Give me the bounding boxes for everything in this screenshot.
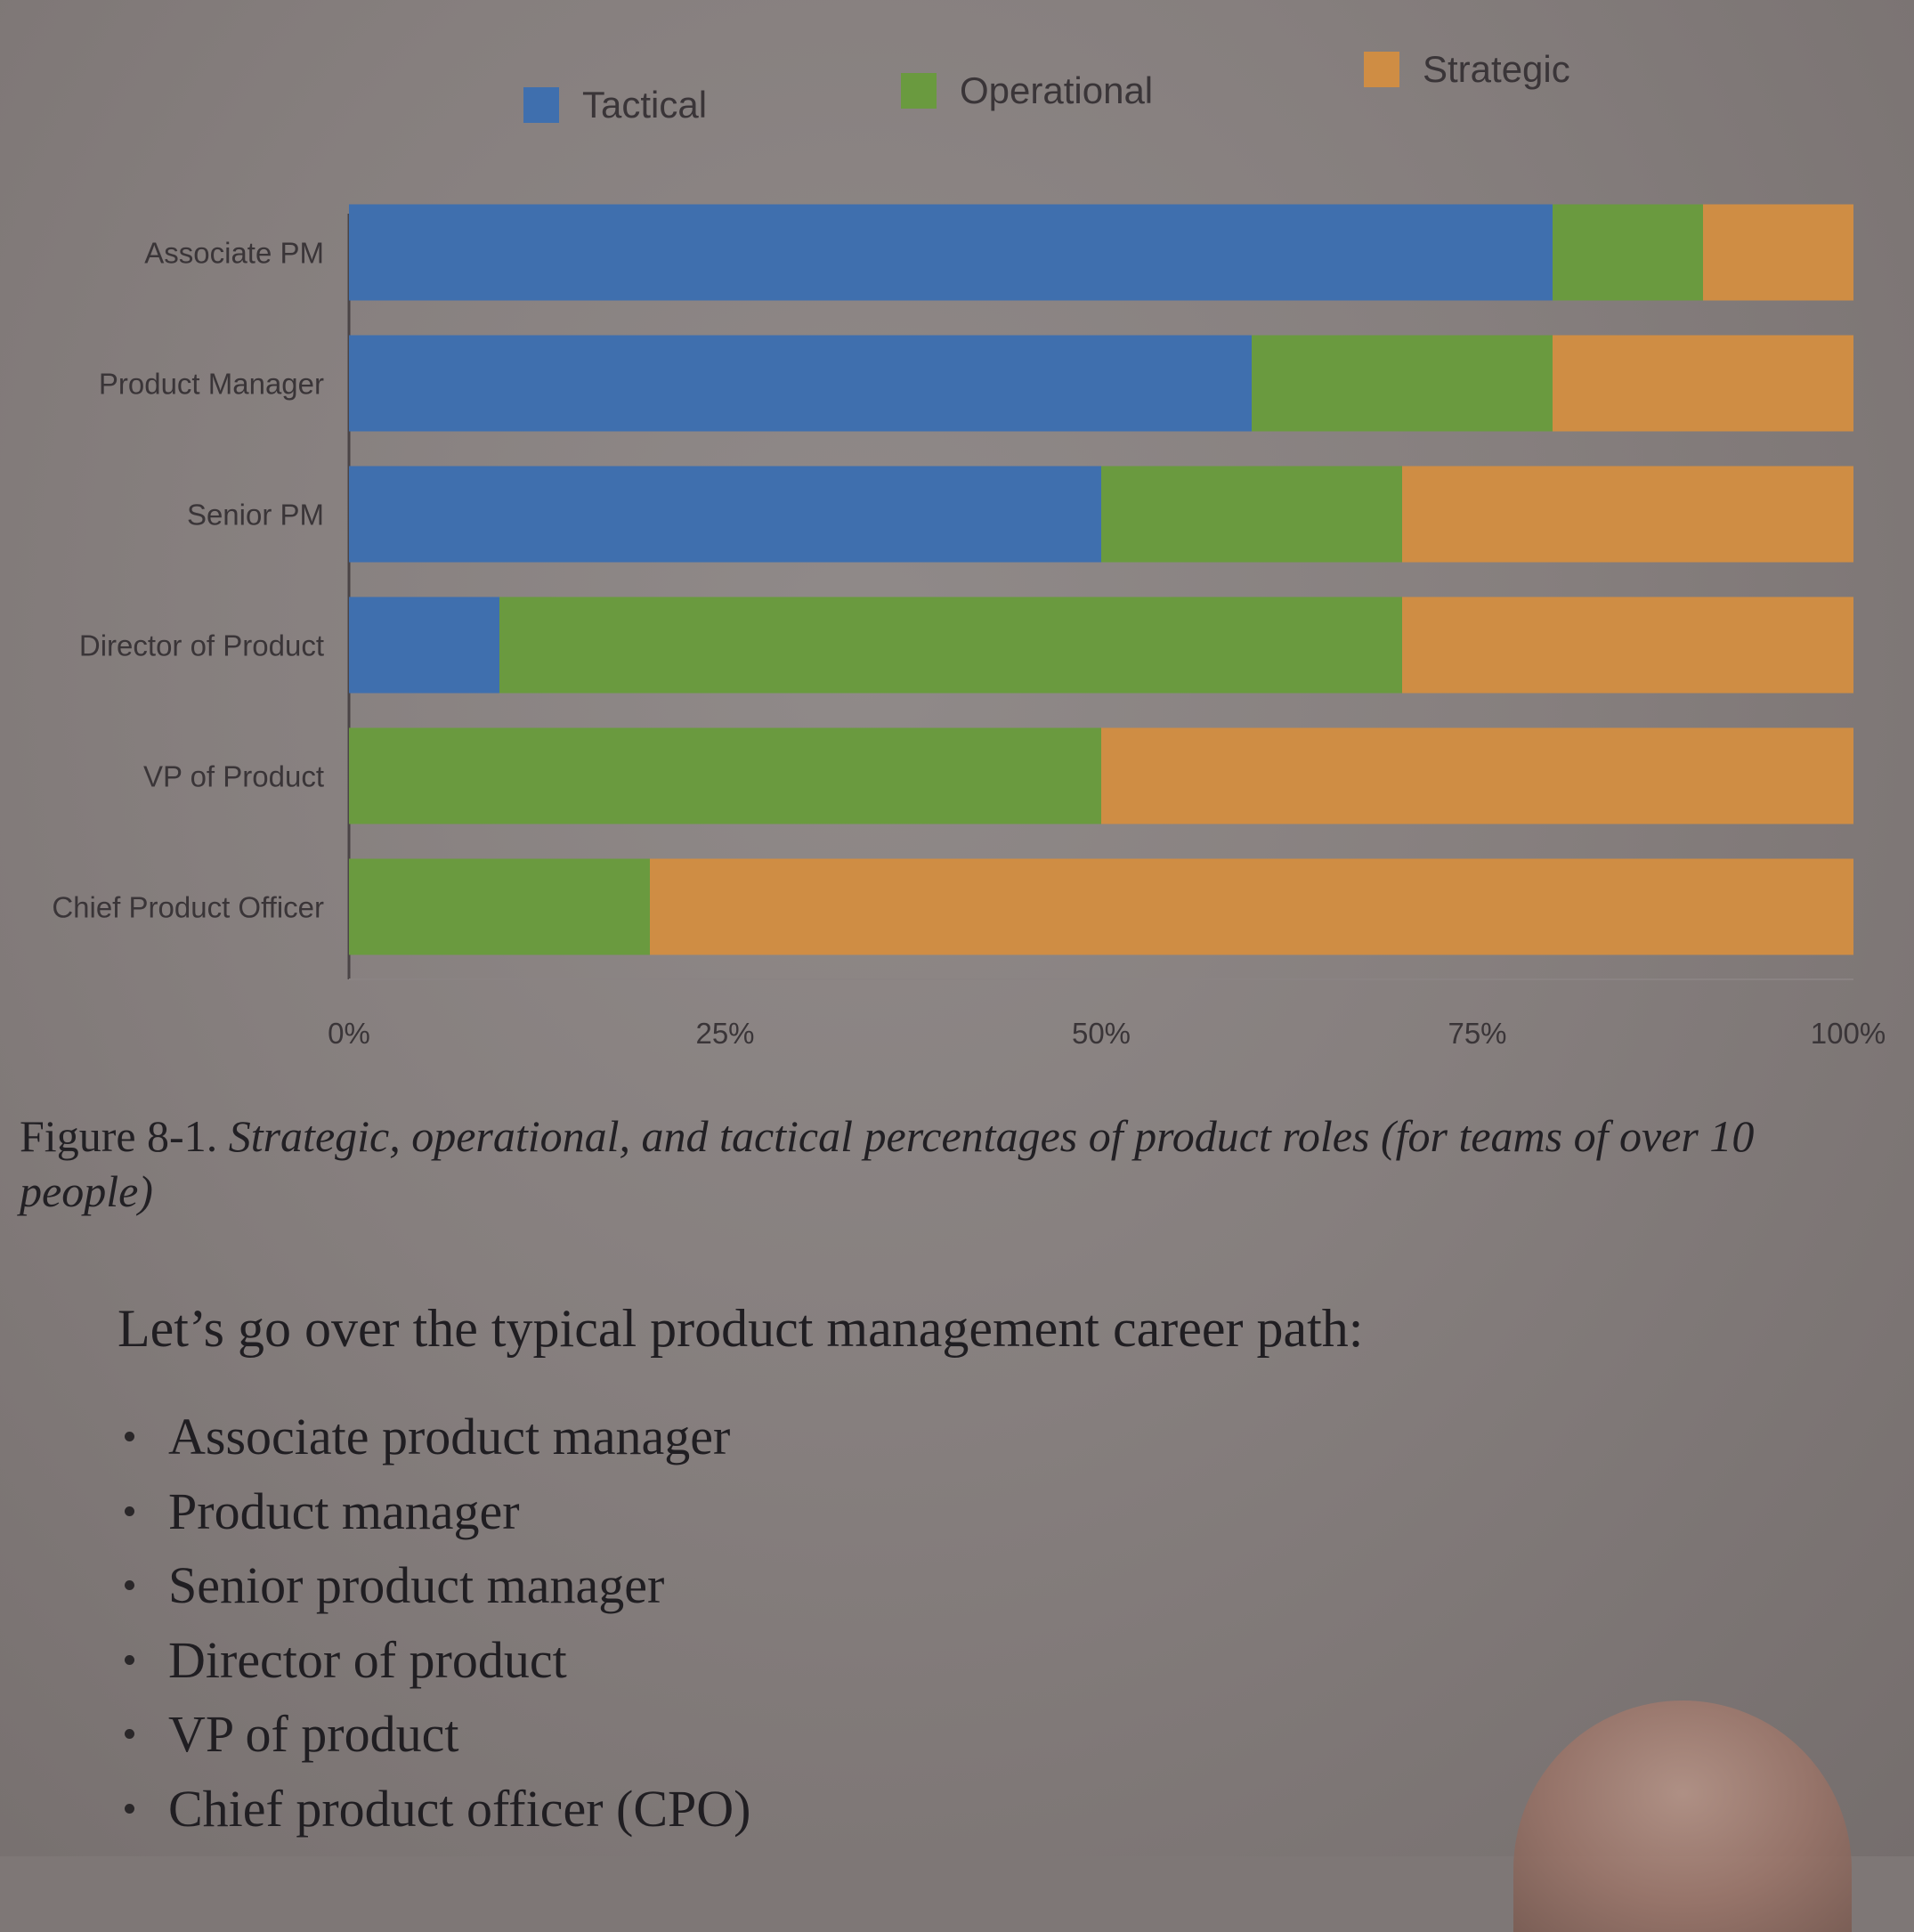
bullet-icon bbox=[125, 1432, 134, 1442]
bar-strategic-5 bbox=[650, 858, 1853, 955]
x-tick-label: 25% bbox=[695, 1017, 754, 1050]
x-tick-label: 0% bbox=[328, 1017, 370, 1050]
bar-operational-3 bbox=[499, 597, 1402, 694]
list-item: Chief product officer (CPO) bbox=[116, 1772, 750, 1847]
intro-paragraph: Let’s go over the typical product manage… bbox=[118, 1299, 1364, 1358]
list-item-text: VP of product bbox=[168, 1705, 459, 1763]
y-tick-label: Associate PM bbox=[144, 237, 324, 270]
list-item: Senior product manager bbox=[116, 1548, 750, 1623]
chart-legend: Tactical Operational Strategic bbox=[523, 48, 1570, 126]
legend-swatch-strategic bbox=[1364, 52, 1399, 87]
legend-label-operational: Operational bbox=[960, 69, 1153, 111]
figure-number: Figure 8-1. bbox=[20, 1111, 218, 1161]
y-tick-label: Director of Product bbox=[79, 629, 324, 662]
bullet-icon bbox=[125, 1729, 134, 1740]
y-tick-label: Chief Product Officer bbox=[52, 891, 324, 924]
stacked-bar-chart: Tactical Operational Strategic Associate P… bbox=[52, 48, 1886, 1050]
x-tick-label: 100% bbox=[1811, 1017, 1886, 1050]
bar-operational-2 bbox=[1101, 466, 1402, 563]
list-item: VP of product bbox=[116, 1697, 750, 1772]
thumb-photo-artifact bbox=[1513, 1701, 1852, 1932]
y-tick-label: Senior PM bbox=[187, 499, 324, 532]
y-tick-label: Product Manager bbox=[99, 368, 324, 401]
bullet-icon bbox=[125, 1580, 134, 1591]
bar-strategic-0 bbox=[1703, 204, 1853, 301]
bar-tactical-1 bbox=[349, 335, 1252, 432]
career-path-list: Associate product manager Product manage… bbox=[116, 1400, 750, 1846]
bar-operational-5 bbox=[349, 858, 650, 955]
list-item-text: Director of product bbox=[168, 1630, 567, 1689]
bar-strategic-4 bbox=[1101, 727, 1853, 824]
bar-tactical-2 bbox=[349, 466, 1101, 563]
bar-tactical-3 bbox=[349, 597, 499, 694]
bar-strategic-1 bbox=[1553, 335, 1853, 432]
bullet-icon bbox=[125, 1803, 134, 1814]
legend-label-strategic: Strategic bbox=[1423, 48, 1570, 90]
x-axis-labels: 0% 25% 50% 75% 100% bbox=[328, 1017, 1886, 1050]
list-item-text: Associate product manager bbox=[168, 1408, 731, 1465]
list-item: Product manager bbox=[116, 1474, 750, 1549]
x-tick-label: 50% bbox=[1072, 1017, 1131, 1050]
legend-swatch-tactical bbox=[523, 87, 559, 123]
x-tick-label: 75% bbox=[1448, 1017, 1506, 1050]
y-axis-labels: Associate PM Product Manager Senior PM Dire… bbox=[52, 237, 324, 924]
y-tick-label: VP of Product bbox=[143, 760, 324, 793]
figure-caption-text: Strategic, operational, and tactical per… bbox=[20, 1111, 1755, 1216]
legend-label-tactical: Tactical bbox=[582, 84, 707, 126]
bar-strategic-3 bbox=[1402, 597, 1853, 694]
bullet-icon bbox=[125, 1506, 134, 1516]
list-item-text: Chief product officer (CPO) bbox=[168, 1779, 751, 1838]
list-item: Director of product bbox=[116, 1623, 750, 1698]
bar-strategic-2 bbox=[1402, 466, 1853, 563]
bar-tactical-0 bbox=[349, 204, 1553, 301]
bar-operational-0 bbox=[1553, 204, 1703, 301]
legend-swatch-operational bbox=[901, 73, 937, 109]
list-item: Associate product manager bbox=[116, 1400, 750, 1474]
list-item-text: Product manager bbox=[168, 1481, 520, 1540]
bar-operational-4 bbox=[349, 727, 1101, 824]
bullet-icon bbox=[125, 1654, 134, 1665]
list-item-text: Senior product manager bbox=[168, 1556, 665, 1614]
figure-caption: Figure 8-1. Strategic, operational, and … bbox=[20, 1108, 1889, 1219]
chart-bars bbox=[349, 204, 1853, 955]
bar-operational-1 bbox=[1252, 335, 1553, 432]
